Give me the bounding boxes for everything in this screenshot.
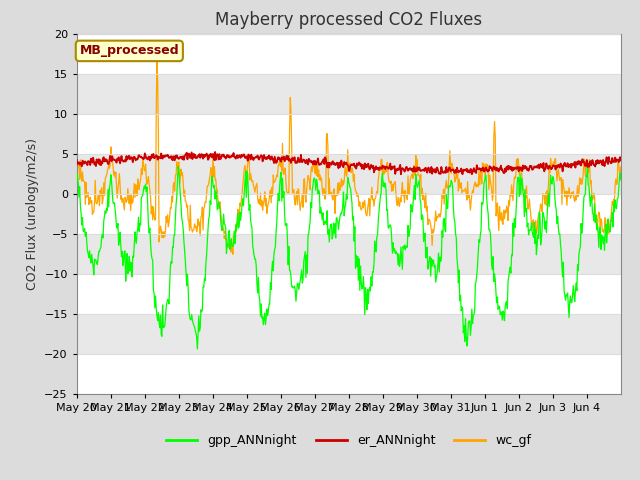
Text: MB_processed: MB_processed	[79, 44, 179, 58]
Legend: gpp_ANNnight, er_ANNnight, wc_gf: gpp_ANNnight, er_ANNnight, wc_gf	[161, 429, 536, 452]
Bar	[77, 34, 621, 73]
Bar	[77, 313, 621, 354]
Y-axis label: CO2 Flux (urology/m2/s): CO2 Flux (urology/m2/s)	[26, 138, 38, 289]
Bar	[77, 354, 621, 394]
Title: Mayberry processed CO2 Fluxes: Mayberry processed CO2 Fluxes	[215, 11, 483, 29]
Bar	[77, 114, 621, 154]
Bar	[77, 73, 621, 114]
Bar	[77, 154, 621, 193]
Bar	[77, 193, 621, 234]
Bar	[77, 274, 621, 313]
Bar	[77, 234, 621, 274]
